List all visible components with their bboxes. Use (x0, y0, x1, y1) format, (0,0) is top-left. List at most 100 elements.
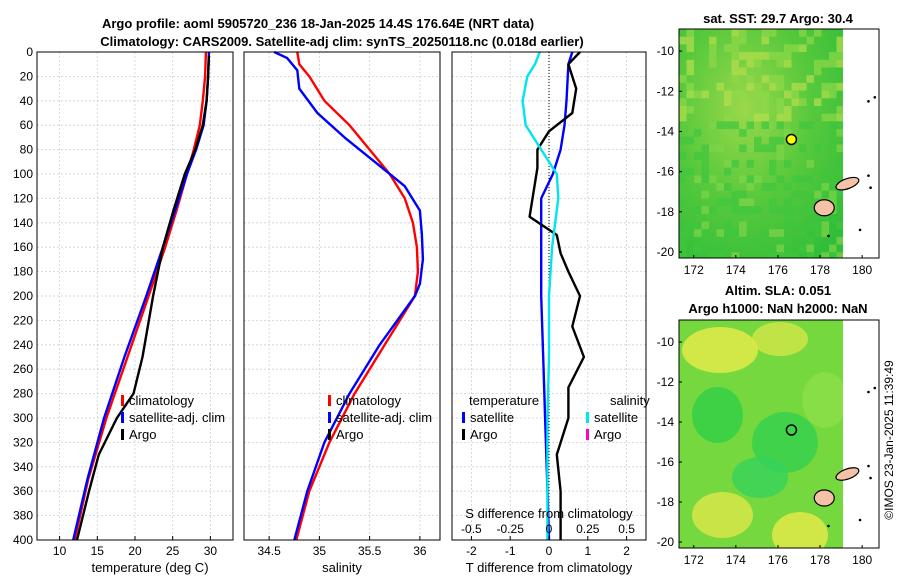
sst-cell (739, 29, 747, 37)
sst-cell (829, 121, 837, 130)
sst-cell (799, 82, 807, 91)
y-tick-label: 40 (20, 94, 34, 108)
sst-cell (776, 106, 784, 114)
sst-cell (694, 90, 702, 99)
sst-cell (814, 29, 822, 37)
sst-cell (799, 175, 807, 183)
sla-anomaly (752, 322, 808, 356)
lat-tick-label: -12 (657, 84, 675, 98)
sst-cell (814, 183, 822, 191)
sst-cell (806, 36, 814, 45)
series-t-satellite (540, 51, 574, 541)
sst-cell (829, 113, 837, 122)
sst-cell (679, 98, 687, 106)
sst-cell (784, 106, 792, 114)
sst-cell (724, 159, 732, 168)
x-tick-label: 35 (313, 544, 327, 558)
sst-cell (769, 121, 777, 130)
figure-title-line1: Argo profile: aoml 5905720_236 18-Jan-20… (102, 16, 534, 31)
lon-tick-label: 172 (684, 263, 704, 277)
sst-cell (739, 198, 747, 207)
x-tick-label: 20 (128, 544, 142, 558)
sst-cell (679, 229, 687, 237)
sst-cell (806, 236, 814, 245)
sst-cell (739, 229, 747, 237)
lat-tick-label: -18 (657, 495, 675, 509)
sst-cell (836, 121, 843, 130)
sst-cell (761, 98, 769, 106)
sst-cell (829, 252, 837, 258)
sst-cell (776, 52, 784, 60)
x-tick-label: 0 (546, 544, 553, 558)
sla-anomaly (772, 512, 828, 548)
sst-cell (679, 175, 687, 183)
islet (827, 234, 830, 238)
sst-cell (694, 175, 702, 183)
sst-cell (829, 183, 837, 191)
sst-cell (761, 52, 769, 60)
sst-cell (791, 206, 799, 214)
sst-cell (761, 106, 769, 114)
sst-cell (836, 167, 843, 176)
sst-cell (746, 52, 754, 60)
sst-cell (769, 229, 777, 237)
sst-cell (776, 113, 784, 122)
s-tick-label: 0.5 (618, 522, 635, 536)
salinity-panel: 34.5 35 35.5 36 salinity climatology satell… (243, 50, 441, 575)
sst-cell (784, 52, 792, 60)
sst-cell (799, 244, 807, 253)
legend-climatology: climatology (336, 393, 402, 408)
sst-cell (814, 98, 822, 106)
sst-cell (679, 152, 687, 160)
sst-cell (821, 175, 829, 183)
sst-cell (776, 206, 784, 214)
y-tick-label: 240 (13, 338, 33, 352)
y-tick-label: 360 (13, 484, 33, 498)
sst-cell (739, 175, 747, 183)
sst-cell (701, 175, 709, 183)
sst-cell (724, 183, 732, 191)
lon-tick-label: 178 (810, 263, 830, 277)
legend-title-salinity: salinity (610, 393, 650, 408)
sst-cell (806, 252, 814, 258)
sst-cell (836, 82, 843, 91)
sst-cell (731, 29, 739, 37)
sst-cell (829, 198, 837, 207)
sst-cell (784, 221, 792, 230)
sst-cell (724, 90, 732, 99)
s-difference-label: S difference from climatology (465, 506, 633, 521)
islet (869, 186, 872, 189)
sst-cell (761, 90, 769, 99)
sst-cell (686, 44, 694, 53)
sst-cell (754, 206, 762, 214)
sst-cell (799, 29, 807, 37)
y-tick-label: 260 (13, 362, 33, 376)
viti-levu-island (813, 489, 835, 507)
sst-cell (799, 144, 807, 153)
sst-cell (716, 229, 724, 237)
sst-cell (791, 221, 799, 230)
sst-cell (769, 144, 777, 153)
sst-cell (836, 36, 843, 45)
sst-cell (701, 90, 709, 99)
sst-cell (731, 90, 739, 99)
y-tick-label: 140 (13, 216, 33, 230)
sst-cell (784, 236, 792, 245)
sst-cell (746, 198, 754, 207)
x-tick-label: 25 (166, 544, 180, 558)
islet (869, 476, 872, 480)
sst-cell (761, 144, 769, 153)
sst-cell (784, 213, 792, 222)
sst-cell (821, 167, 829, 176)
sst-cell (814, 221, 822, 230)
sst-cell (799, 98, 807, 106)
sst-map: sat. SST: 29.7 Argo: 30.4 172 174 176 178 18… (657, 11, 880, 277)
sst-cell (746, 144, 754, 153)
sst-cell (829, 90, 837, 99)
y-tick-label: 0 (26, 45, 33, 59)
sst-cell (701, 152, 709, 160)
imos-credit: ©IMOS 23-Jan-2025 11:39:49 (882, 360, 896, 520)
sst-cell (701, 229, 709, 237)
sst-cell (821, 229, 829, 237)
sst-cell (739, 144, 747, 153)
